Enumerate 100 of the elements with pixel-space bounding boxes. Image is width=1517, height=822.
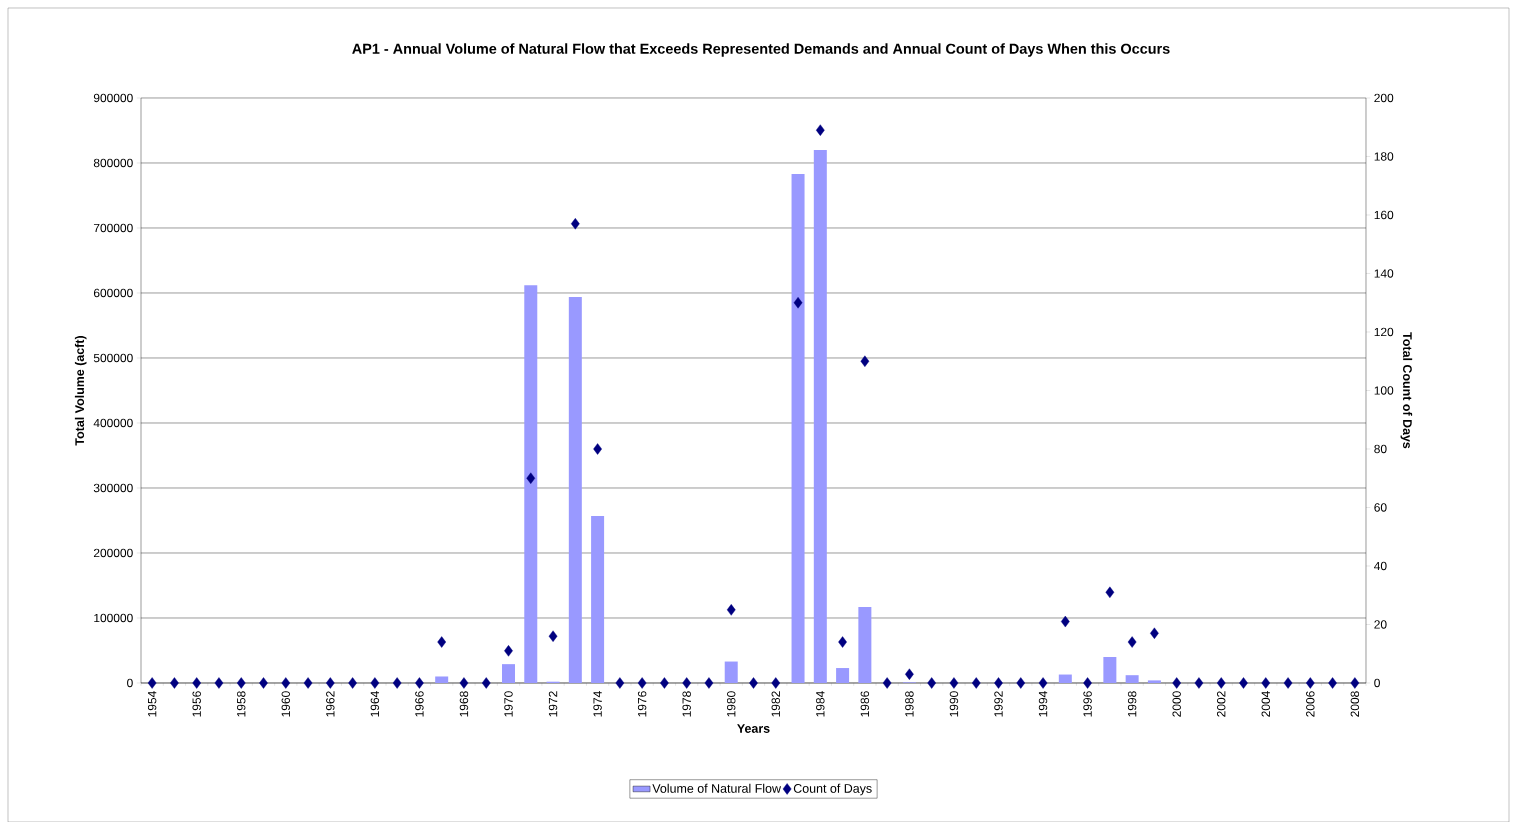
y2-tick-label: 160 <box>1374 210 1394 220</box>
point <box>882 677 892 689</box>
point <box>1083 677 1092 689</box>
x-tick-label: 2002 <box>1216 691 1226 717</box>
bar <box>1058 674 1072 683</box>
y-tick-label: 800000 <box>93 158 133 168</box>
x-axis-title: Years <box>737 724 770 733</box>
point <box>415 677 424 689</box>
point <box>214 677 224 689</box>
chart-title: AP1 - Annual Volume of Natural Flow that Exceeds Represented Demands and Annual Count of Days When this Occurs <box>352 43 1170 57</box>
point <box>392 677 402 689</box>
x-tick-label: 1972 <box>548 691 558 717</box>
point <box>1127 636 1137 648</box>
point <box>326 677 335 689</box>
point <box>281 677 291 689</box>
y2-tick-label: 120 <box>1374 327 1394 337</box>
point <box>637 677 647 689</box>
point <box>1150 627 1159 639</box>
x-tick-label: 1996 <box>1083 691 1092 717</box>
x-tick-label: 1962 <box>326 691 335 717</box>
bar <box>1103 656 1117 683</box>
bar <box>724 661 738 683</box>
bar <box>858 606 872 683</box>
bar <box>836 667 850 683</box>
bar <box>435 676 449 683</box>
y2-tick-label: 60 <box>1374 503 1387 512</box>
point <box>816 124 825 136</box>
point <box>905 668 914 680</box>
x-tick-label: 1998 <box>1127 691 1137 717</box>
x-tick-label: 1986 <box>860 691 870 717</box>
point <box>1283 677 1293 689</box>
point <box>170 677 179 689</box>
x-tick-label: 1960 <box>281 691 291 717</box>
y-axis-title: Total Volume (acft) <box>74 335 87 446</box>
x-tick-label: 1980 <box>727 691 736 717</box>
point <box>504 645 513 657</box>
y2-tick-label: 200 <box>1374 93 1394 103</box>
y-tick-label: 100000 <box>94 613 133 623</box>
x-tick-label: 1976 <box>637 691 647 717</box>
point <box>548 630 558 642</box>
bar <box>502 664 516 683</box>
bar <box>791 173 805 683</box>
point <box>1172 677 1181 689</box>
point <box>793 296 803 309</box>
point <box>593 443 602 455</box>
y2-tick-label: 140 <box>1374 269 1394 278</box>
point <box>459 677 469 689</box>
x-tick-label: 1988 <box>905 691 914 717</box>
point <box>1105 586 1115 598</box>
point <box>259 677 268 689</box>
bar <box>591 515 605 683</box>
point <box>615 677 625 689</box>
x-tick-label: 1982 <box>771 691 780 717</box>
point <box>370 677 380 689</box>
x-tick-label: 1984 <box>816 691 825 717</box>
bar <box>568 296 582 683</box>
y-tick-label: 300000 <box>93 483 133 493</box>
bar <box>1125 675 1139 683</box>
point <box>704 677 714 689</box>
y2-tick-label: 80 <box>1374 444 1387 454</box>
point <box>994 677 1003 689</box>
x-tick-label: 1966 <box>415 691 424 717</box>
point <box>348 677 357 689</box>
point <box>838 636 847 648</box>
x-tick-label: 1974 <box>593 691 602 717</box>
point <box>1261 677 1271 689</box>
y-tick-label: 600000 <box>93 288 133 298</box>
point <box>1060 615 1070 628</box>
x-tick-label: 2008 <box>1350 691 1360 717</box>
x-tick-label: 1954 <box>147 691 157 717</box>
point <box>1239 677 1248 689</box>
point <box>749 677 758 689</box>
x-tick-label: 1992 <box>994 691 1003 717</box>
y-tick-label: 0 <box>127 678 133 688</box>
x-tick-label: 2000 <box>1172 691 1181 717</box>
x-tick-label: 1968 <box>459 691 469 717</box>
point <box>860 355 870 367</box>
point <box>660 677 669 689</box>
point <box>682 677 692 689</box>
bar <box>1147 680 1161 683</box>
point <box>437 636 447 648</box>
point <box>1216 677 1226 689</box>
y-tick-label: 900000 <box>93 93 133 103</box>
point <box>192 677 202 689</box>
point <box>147 677 157 689</box>
y-tick-label: 700000 <box>93 223 133 233</box>
point <box>1305 677 1315 689</box>
point <box>1016 677 1026 689</box>
point <box>526 472 536 484</box>
point <box>303 677 313 689</box>
point <box>949 677 959 689</box>
point <box>726 604 736 616</box>
y2-tick-label: 100 <box>1374 386 1394 395</box>
bar <box>524 285 538 683</box>
x-tick-label: 1956 <box>192 691 201 717</box>
point <box>927 677 937 689</box>
y-tick-label: 400000 <box>93 418 133 428</box>
point <box>1194 677 1204 689</box>
legend-label: Volume of Natural Flow <box>652 783 782 793</box>
x-tick-label: 2006 <box>1306 691 1315 717</box>
